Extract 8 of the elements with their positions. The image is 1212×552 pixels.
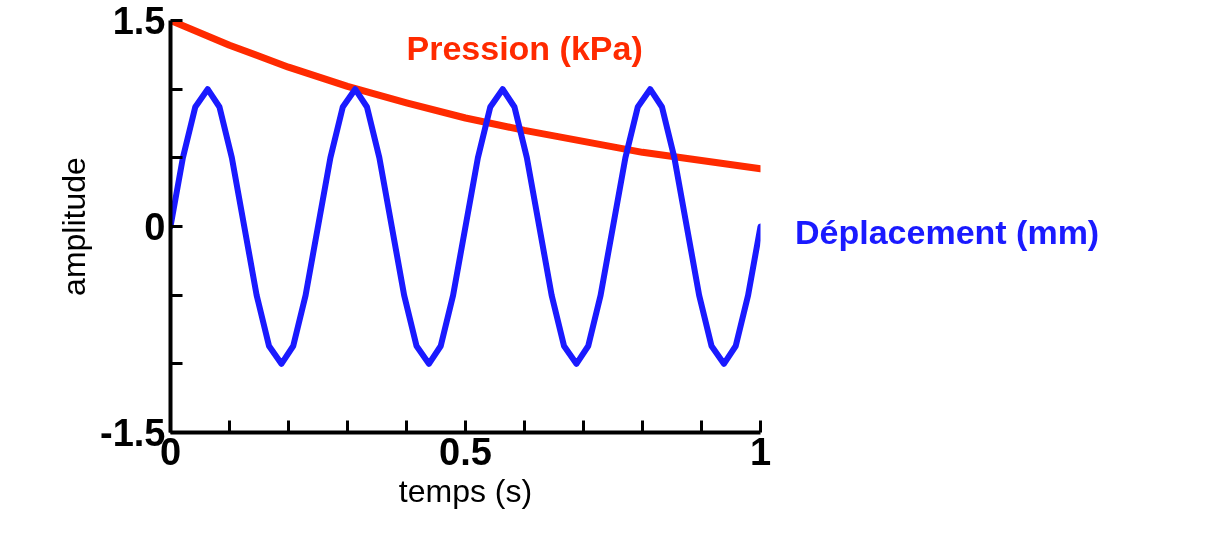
- y-tick-label: 0: [144, 206, 166, 248]
- x-axis-title: temps (s): [398, 472, 533, 509]
- x-tick-label: 0.5: [439, 430, 492, 473]
- series-label: Déplacement (mm): [795, 212, 1100, 253]
- y-axis-title: amplitude: [56, 157, 93, 296]
- y-tick-label: 1.5: [112, 0, 166, 42]
- x-tick-label: 1: [749, 430, 772, 473]
- series-label: Pression (kPa): [406, 29, 643, 68]
